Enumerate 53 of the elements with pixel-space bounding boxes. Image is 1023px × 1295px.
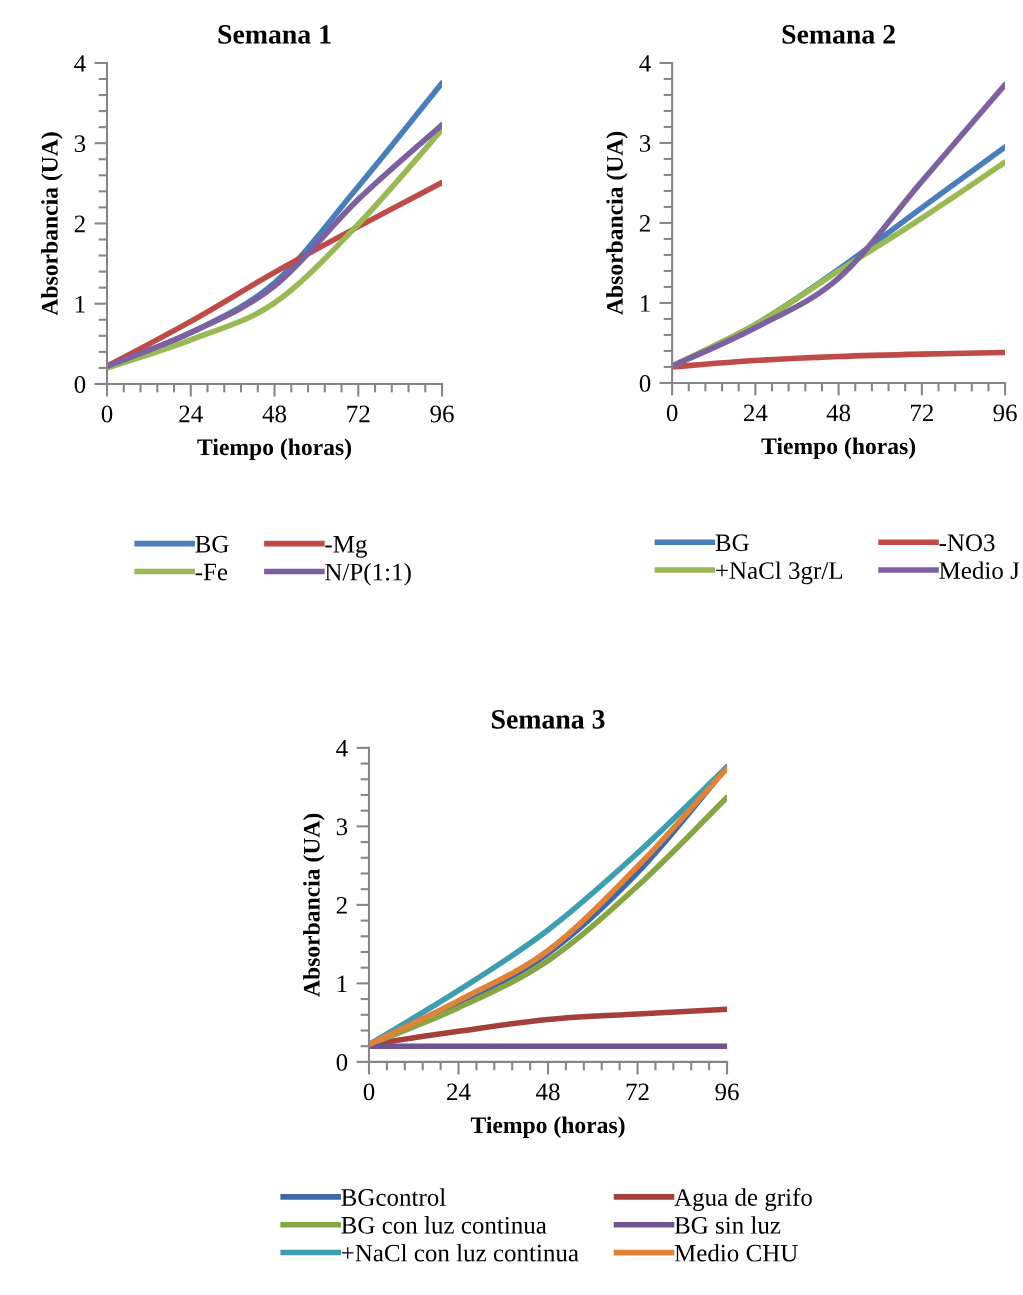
x-tick-label: 0 (666, 404, 678, 422)
legend-label: -Mg (325, 536, 367, 558)
x-tick-label: 96 (715, 1083, 739, 1101)
x-tick-label: 48 (536, 1083, 560, 1101)
legend-label: +NaCl 3gr/L (716, 561, 843, 585)
legend-label: BGcontrol (341, 1188, 446, 1206)
legend-label: BG sin luz (674, 1216, 781, 1234)
x-tick-label: 48 (826, 404, 851, 422)
y-tick-label: 0 (336, 1053, 348, 1071)
y-tick-label: 4 (639, 55, 651, 72)
legend-label: BG (715, 534, 749, 552)
legend-label: Medio J (939, 561, 1020, 579)
legend-label: +NaCl con luz continua (341, 1243, 579, 1262)
y-tick-label: 4 (74, 55, 86, 72)
chart-title: Semana 3 (492, 710, 605, 729)
legend-label: -Fe (195, 563, 228, 581)
x-tick-label: 96 (430, 405, 454, 423)
y-tick-label: 2 (336, 897, 347, 914)
legend-label: -NO3 (939, 534, 995, 552)
x-tick-label: 24 (447, 1083, 471, 1101)
x-tick-label: 72 (911, 404, 933, 422)
y-axis-title: Absorbancia (UA) (41, 132, 63, 316)
chart-title: Semana 1 (218, 25, 331, 44)
x-tick-label: 24 (743, 404, 768, 422)
x-tick-label: 0 (363, 1083, 375, 1101)
y-axis-title: Absorbancia (UA) (606, 131, 628, 315)
x-axis-title: Tiempo (horas) (470, 1116, 625, 1138)
legend-label: Medio CHU (674, 1244, 798, 1262)
x-tick-label: 96 (993, 404, 1017, 422)
x-tick-label: 48 (262, 405, 287, 423)
chart-title: Semana 2 (782, 25, 895, 44)
y-tick-label: 2 (639, 215, 650, 232)
y-tick-label: 1 (640, 295, 650, 312)
legend-label: Agua de grifo (674, 1188, 812, 1212)
x-tick-label: 72 (626, 1083, 649, 1101)
y-tick-label: 0 (639, 374, 651, 392)
x-tick-label: 0 (101, 405, 113, 423)
legend-label: N/P(1:1) (325, 562, 411, 586)
y-tick-label: 3 (336, 818, 348, 836)
y-tick-label: 4 (336, 740, 348, 757)
y-axis-title: Absorbancia (UA) (303, 813, 325, 997)
y-tick-label: 1 (75, 295, 85, 313)
x-axis-title: Tiempo (horas) (197, 438, 351, 460)
legend-label: BG (195, 535, 229, 553)
y-tick-label: 0 (74, 376, 86, 393)
y-tick-label: 2 (74, 215, 85, 233)
x-axis-title: Tiempo (horas) (761, 437, 916, 459)
x-tick-label: 24 (179, 405, 203, 423)
legend-label: BG con luz continua (341, 1216, 547, 1234)
y-tick-label: 1 (337, 975, 347, 993)
y-tick-label: 3 (639, 135, 651, 152)
y-tick-label: 3 (74, 135, 86, 153)
x-tick-label: 72 (347, 405, 370, 423)
